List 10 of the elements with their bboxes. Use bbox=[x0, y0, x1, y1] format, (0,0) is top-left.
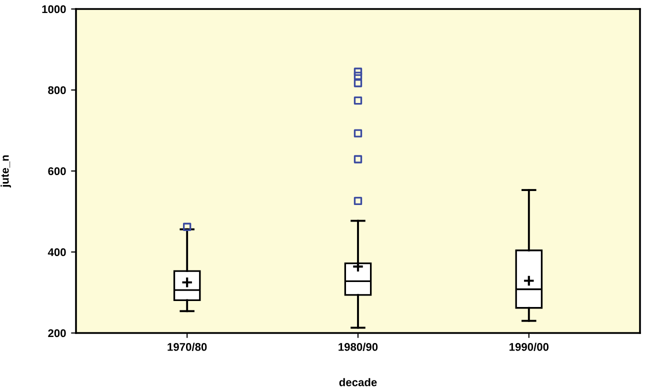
x-axis-title: decade bbox=[339, 378, 377, 386]
y-tick-label: 800 bbox=[48, 86, 66, 94]
y-tick-label: 1000 bbox=[42, 5, 66, 14]
y-axis-title: jute_n bbox=[0, 155, 12, 188]
y-tick-label: 400 bbox=[48, 248, 66, 256]
x-tick-label: 1970/80 bbox=[168, 342, 207, 351]
x-tick-label: 1990/00 bbox=[510, 342, 549, 351]
y-tick-label: 200 bbox=[48, 329, 66, 338]
y-tick-label: 600 bbox=[48, 167, 66, 176]
x-tick-label: 1980/90 bbox=[338, 342, 378, 351]
